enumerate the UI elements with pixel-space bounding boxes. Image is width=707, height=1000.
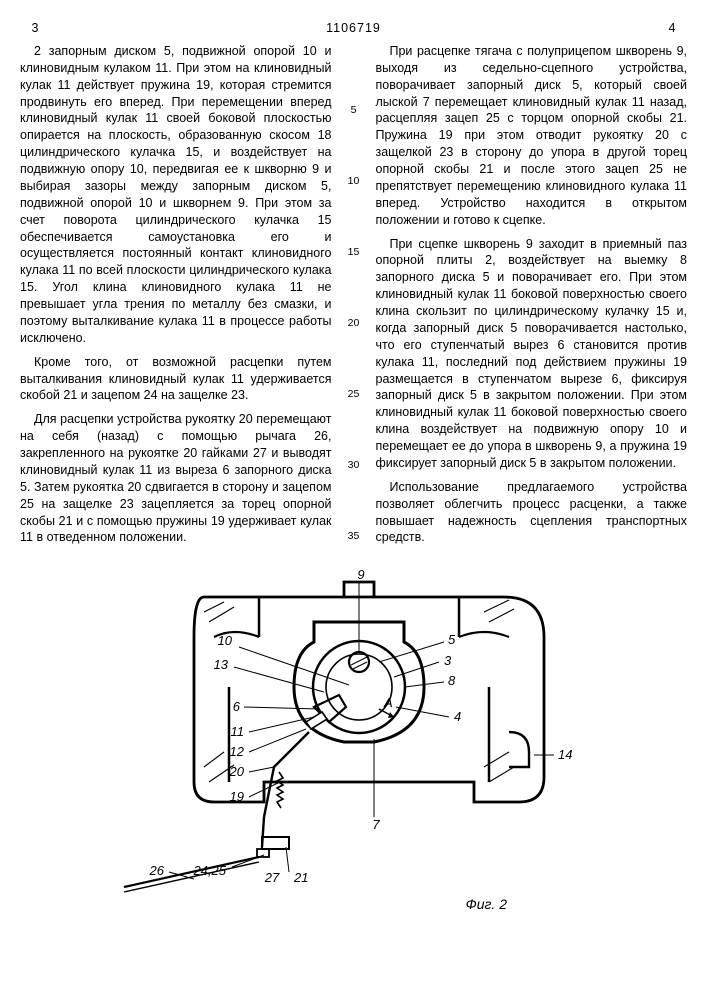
- fig-label-13: 13: [213, 657, 228, 672]
- fig-label-9: 9: [357, 567, 364, 582]
- left-para-1: 2 запорным диском 5, подвижной опорой 10…: [20, 43, 332, 347]
- left-para-2: Кроме того, от возможной расцепки путем …: [20, 354, 332, 405]
- technical-drawing: 9 10 13 6 11 12 20 19 26 24,25 27 21 7 5…: [114, 567, 594, 917]
- fig-label-21: 21: [293, 870, 308, 885]
- page-number-right: 4: [657, 20, 687, 37]
- figure-2: 9 10 13 6 11 12 20 19 26 24,25 27 21 7 5…: [20, 567, 687, 922]
- left-column: 2 запорным диском 5, подвижной опорой 10…: [20, 43, 332, 553]
- fig-label-10: 10: [217, 633, 232, 648]
- figure-caption: Фиг. 2: [466, 895, 507, 914]
- fig-label-11: 11: [230, 724, 244, 739]
- line-num: 15: [346, 245, 362, 259]
- fig-label-14: 14: [558, 747, 572, 762]
- right-para-1: При расцепке тягача с полуприцепом шквор…: [376, 43, 688, 229]
- right-para-3: Использование предлагаемого устройства п…: [376, 479, 688, 547]
- fig-label-24-25: 24,25: [192, 863, 226, 878]
- right-para-2: При сцепке шкворень 9 заходит в приемный…: [376, 236, 688, 472]
- fig-label-3: 3: [444, 653, 452, 668]
- right-column: При расцепке тягача с полуприцепом шквор…: [376, 43, 688, 553]
- line-num: 25: [346, 387, 362, 401]
- fig-label-20: 20: [228, 764, 244, 779]
- fig-label-a: A: [383, 695, 393, 710]
- fig-label-7: 7: [372, 817, 380, 832]
- line-num: 5: [346, 103, 362, 117]
- fig-label-6: 6: [232, 699, 240, 714]
- line-number-gutter: 5 10 15 20 25 30 35: [346, 43, 362, 553]
- fig-label-5: 5: [448, 632, 456, 647]
- page-number-left: 3: [20, 20, 50, 37]
- fig-label-27: 27: [263, 870, 279, 885]
- left-para-3: Для расцепки устройства рукоятку 20 пере…: [20, 411, 332, 546]
- fig-label-8: 8: [448, 673, 456, 688]
- fig-label-4: 4: [454, 709, 461, 724]
- line-num: 30: [346, 458, 362, 472]
- fig-label-19: 19: [229, 789, 243, 804]
- line-num: 10: [346, 174, 362, 188]
- fig-label-12: 12: [229, 744, 244, 759]
- line-num: 20: [346, 316, 362, 330]
- fig-label-26: 26: [148, 863, 164, 878]
- line-num: 35: [346, 529, 362, 543]
- document-number: 1106719: [50, 20, 657, 37]
